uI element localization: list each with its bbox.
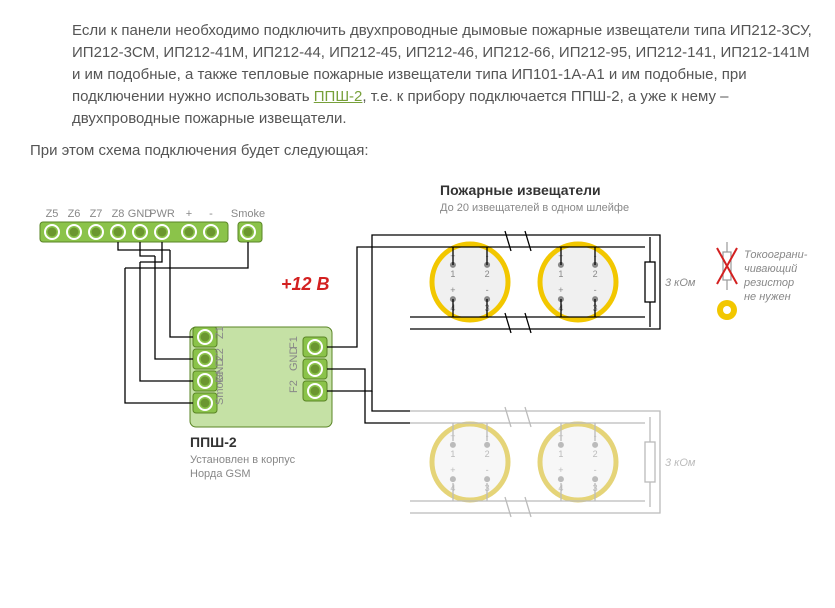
svg-text:Z6: Z6: [68, 208, 81, 220]
svg-text:не нужен: не нужен: [744, 291, 791, 303]
svg-text:+12 В: +12 В: [281, 274, 330, 294]
paragraph-1: Если к панели необходимо подключить двух…: [72, 20, 815, 130]
svg-text:Токоограни-: Токоограни-: [744, 249, 808, 261]
svg-text:1: 1: [558, 269, 563, 279]
svg-text:-: -: [486, 465, 489, 475]
wiring-diagram: Z5Z6Z7Z8GNDPWR+-SmokeZ1Z2GNDSmokeF1GNDF2…: [0, 167, 835, 557]
svg-text:1: 1: [558, 449, 563, 459]
svg-text:F2: F2: [288, 380, 300, 393]
svg-text:Z1: Z1: [214, 326, 226, 339]
body-text: Если к панели необходимо подключить двух…: [0, 0, 835, 130]
svg-text:+: +: [558, 465, 563, 475]
svg-text:Smoke: Smoke: [231, 208, 265, 220]
svg-text:GND: GND: [288, 347, 300, 372]
svg-text:+: +: [186, 208, 192, 220]
svg-text:Пожарные извещатели: Пожарные извещатели: [440, 182, 601, 198]
svg-text:-: -: [209, 208, 213, 220]
svg-text:-: -: [486, 285, 489, 295]
svg-text:+: +: [450, 285, 455, 295]
svg-text:3 кОм: 3 кОм: [665, 457, 696, 469]
svg-text:До 20 извещателей в одном шлей: До 20 извещателей в одном шлейфе: [440, 202, 629, 214]
svg-text:Установлен в корпус: Установлен в корпус: [190, 454, 296, 466]
schema-intro: При этом схема подключения будет следующ…: [0, 142, 835, 159]
ppsh-link[interactable]: ППШ-2: [314, 88, 363, 105]
svg-text:2: 2: [593, 449, 598, 459]
svg-text:3 кОм: 3 кОм: [665, 277, 696, 289]
svg-text:Норда GSM: Норда GSM: [190, 468, 251, 480]
svg-text:1: 1: [450, 449, 455, 459]
svg-text:чивающий: чивающий: [744, 263, 797, 275]
svg-text:-: -: [594, 465, 597, 475]
svg-text:2: 2: [593, 269, 598, 279]
svg-text:Smoke: Smoke: [214, 371, 226, 405]
svg-text:Z5: Z5: [46, 208, 59, 220]
svg-text:ППШ-2: ППШ-2: [190, 434, 237, 450]
svg-text:2: 2: [485, 449, 490, 459]
svg-text:+: +: [558, 285, 563, 295]
svg-text:+: +: [450, 465, 455, 475]
svg-text:2: 2: [485, 269, 490, 279]
svg-text:1: 1: [450, 269, 455, 279]
svg-text:-: -: [594, 285, 597, 295]
svg-text:Z8: Z8: [112, 208, 125, 220]
svg-text:PWR: PWR: [149, 208, 175, 220]
svg-text:резистор: резистор: [743, 277, 794, 289]
svg-text:Z7: Z7: [90, 208, 103, 220]
